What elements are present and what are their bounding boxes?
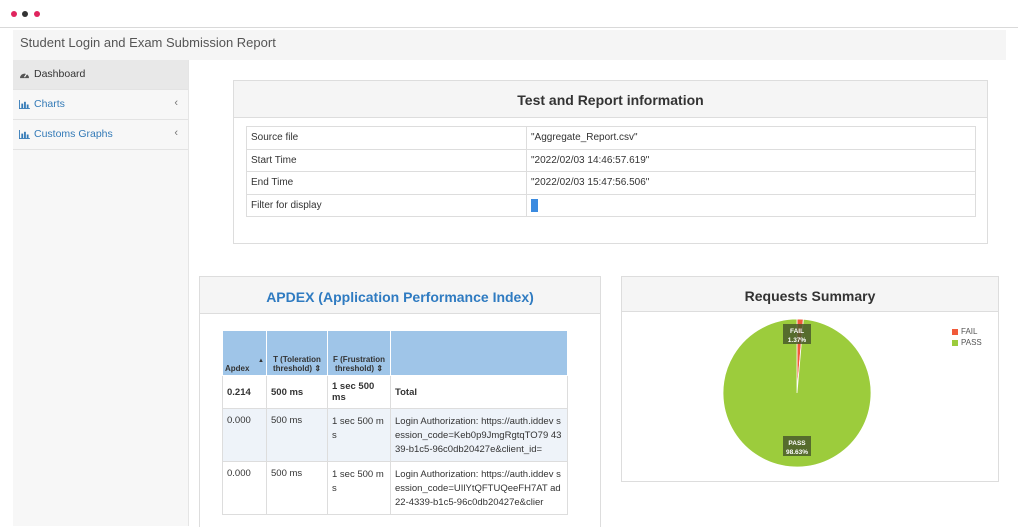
info-value: "Aggregate_Report.csv"	[526, 126, 976, 150]
window-dot-close[interactable]	[11, 11, 17, 17]
table-row: End Time "2022/02/03 15:47:56.506"	[246, 171, 976, 195]
apdex-table: ▲ Apdex T (Toleration threshold) ⇕ F (Fr…	[222, 330, 568, 515]
table-row: Source file "Aggregate_Report.csv"	[246, 126, 976, 150]
main-content: Test and Report information Source file …	[189, 60, 1018, 527]
apdex-panel: APDEX (Application Performance Index) ▲ …	[199, 276, 601, 527]
window-dot-minimize[interactable]	[22, 11, 28, 17]
sidebar-item-label: Customs Graphs	[34, 128, 113, 140]
filter-input[interactable]	[531, 198, 538, 212]
pie-label-text: 1.37%	[788, 337, 807, 344]
info-key: End Time	[246, 171, 527, 195]
sort-icon: ▲	[258, 358, 264, 364]
report-title: Student Login and Exam Submission Report	[20, 35, 276, 50]
cell-apdex: 0.214	[222, 375, 267, 409]
column-header-frustration[interactable]: F (Frustration threshold) ⇕	[327, 330, 391, 376]
pie-slice-pass[interactable]	[722, 318, 872, 468]
window-titlebar	[0, 0, 1018, 28]
test-info-title: Test and Report information	[234, 81, 987, 118]
legend-item-pass[interactable]: PASS	[952, 338, 982, 347]
legend-swatch	[952, 328, 958, 335]
cell-t: 500 ms	[266, 375, 328, 409]
table-row: 0.000 500 ms 1 sec 500 ms Login Authoriz…	[222, 461, 568, 515]
cell-t: 500 ms	[266, 461, 328, 515]
window-dot-maximize[interactable]	[34, 11, 40, 17]
pie-label-fail: FAIL 1.37%	[783, 324, 811, 344]
column-header-apdex[interactable]: ▲ Apdex	[222, 330, 267, 376]
chevron-left-icon[interactable]: ‹	[174, 97, 178, 109]
test-info-panel: Test and Report information Source file …	[233, 80, 988, 244]
info-key: Start Time	[246, 148, 527, 172]
sort-icon: ⇕	[376, 364, 384, 373]
sidebar-item-label: Dashboard	[34, 68, 86, 80]
sidebar-item-dashboard[interactable]: Dashboard	[13, 60, 188, 90]
pie-label-text: 98.63%	[786, 449, 808, 456]
cell-f: 1 sec 500 ms	[327, 375, 391, 409]
table-row: 0.000 500 ms 1 sec 500 ms Login Authoriz…	[222, 408, 568, 462]
info-value	[526, 193, 976, 217]
cell-label: Login Authorization: https://auth.iddev …	[390, 461, 568, 515]
column-header-label[interactable]	[390, 330, 568, 376]
cell-label: Login Authorization: https://auth.iddev …	[390, 408, 568, 462]
dashboard-icon	[20, 73, 29, 79]
legend-item-fail[interactable]: FAIL	[952, 327, 977, 336]
requests-pie-chart: FAIL 1.37% PASS 98.63%	[722, 318, 872, 468]
cell-apdex: 0.000	[222, 461, 267, 515]
requests-summary-title: Requests Summary	[622, 277, 998, 312]
pie-label-pass: PASS 98.63%	[783, 436, 811, 456]
sidebar-item-customs-graphs[interactable]: Customs Graphs ‹	[13, 120, 188, 150]
table-row: Start Time "2022/02/03 14:46:57.619"	[246, 148, 976, 172]
cell-apdex: 0.000	[222, 408, 267, 462]
sidebar: Dashboard Charts ‹ Customs Graphs ‹	[13, 60, 189, 526]
table-row: Filter for display	[246, 193, 976, 217]
apdex-title: APDEX (Application Performance Index)	[200, 277, 600, 314]
cell-t: 500 ms	[266, 408, 328, 462]
column-header-toleration[interactable]: T (Toleration threshold) ⇕	[266, 330, 328, 376]
test-info-table: Source file "Aggregate_Report.csv" Start…	[246, 126, 976, 217]
cell-f: 1 sec 500 ms	[327, 461, 391, 515]
sidebar-item-label: Charts	[34, 98, 65, 110]
info-value: "2022/02/03 15:47:56.506"	[526, 171, 976, 195]
legend-swatch	[952, 339, 958, 346]
cell-label: Total	[390, 375, 568, 409]
pie-label-text: FAIL	[790, 328, 804, 335]
table-header-row: ▲ Apdex T (Toleration threshold) ⇕ F (Fr…	[222, 330, 568, 376]
info-value: "2022/02/03 14:46:57.619"	[526, 148, 976, 172]
chevron-left-icon[interactable]: ‹	[174, 127, 178, 139]
report-header: Student Login and Exam Submission Report	[13, 30, 1006, 60]
sidebar-item-charts[interactable]: Charts ‹	[13, 90, 188, 120]
table-row-total: 0.214 500 ms 1 sec 500 ms Total	[222, 375, 568, 409]
pie-label-text: PASS	[788, 440, 806, 447]
info-key: Source file	[246, 126, 527, 150]
info-key: Filter for display	[246, 193, 527, 217]
bar-chart-icon	[19, 100, 30, 109]
sort-icon: ⇕	[314, 364, 322, 373]
requests-summary-panel: Requests Summary FAIL 1.37% PASS 98.63% FAI…	[621, 276, 999, 482]
bar-chart-icon	[19, 130, 30, 139]
cell-f: 1 sec 500 ms	[327, 408, 391, 462]
